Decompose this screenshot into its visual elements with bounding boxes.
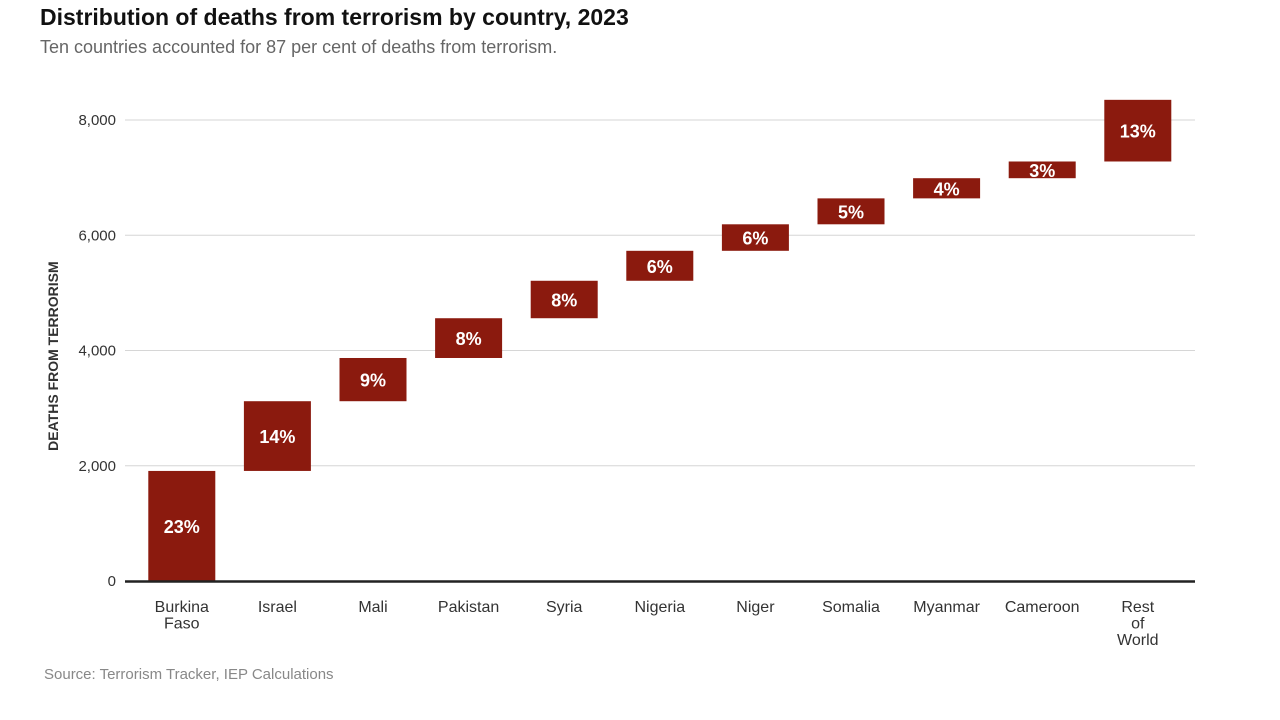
bar bbox=[913, 178, 981, 199]
bar bbox=[243, 401, 311, 471]
x-category-label: Burkina Faso bbox=[155, 599, 209, 633]
bar-value-label: 8% bbox=[456, 329, 482, 349]
bar bbox=[1008, 161, 1076, 179]
y-axis-ticks: 0 2,000 4,000 6,000 8,000 bbox=[78, 112, 116, 590]
y-tick-label: 6,000 bbox=[78, 227, 116, 244]
bar bbox=[721, 224, 789, 251]
chart-subtitle: Ten countries accounted for 87 per cent … bbox=[40, 37, 558, 57]
x-category-label: Israel bbox=[258, 599, 297, 616]
bar bbox=[817, 198, 885, 225]
bar bbox=[530, 280, 598, 319]
x-category-label: Cameroon bbox=[1005, 599, 1080, 616]
x-category-line: Faso bbox=[164, 616, 200, 633]
chart-title: Distribution of deaths from terrorism by… bbox=[40, 4, 629, 30]
x-category-label: Somalia bbox=[822, 599, 880, 616]
bar bbox=[1104, 99, 1172, 162]
source-note: Source: Terrorism Tracker, IEP Calculati… bbox=[44, 666, 334, 683]
x-category-line: Israel bbox=[258, 599, 297, 616]
y-tick-label: 2,000 bbox=[78, 458, 116, 475]
bar bbox=[339, 357, 407, 402]
x-category-line: Mali bbox=[358, 599, 387, 616]
x-category-label: Syria bbox=[546, 599, 583, 616]
bar-value-label: 6% bbox=[742, 229, 768, 249]
bar bbox=[626, 250, 694, 281]
y-axis-label: DEATHS FROM TERRORISM bbox=[45, 261, 61, 451]
x-category-line: Nigeria bbox=[634, 599, 685, 616]
bar-value-label: 14% bbox=[259, 427, 295, 447]
x-category-line: World bbox=[1117, 632, 1159, 649]
bar-value-label: 23% bbox=[164, 517, 200, 537]
bar-value-label: 3% bbox=[1029, 161, 1055, 181]
x-category-label: Mali bbox=[358, 599, 387, 616]
bar-value-label: 5% bbox=[838, 202, 864, 222]
bar bbox=[148, 470, 216, 581]
x-category-line: Niger bbox=[736, 599, 775, 616]
x-axis-categories: Burkina Faso Israel Mali Pakistan Syria Nigeri… bbox=[155, 599, 1159, 649]
x-category-label: Niger bbox=[736, 599, 775, 616]
x-category-line: Somalia bbox=[822, 599, 880, 616]
x-category-label: Pakistan bbox=[438, 599, 499, 616]
x-category-line: Burkina bbox=[155, 599, 209, 616]
x-category-label: Myanmar bbox=[913, 599, 980, 616]
x-category-line: Cameroon bbox=[1005, 599, 1080, 616]
x-category-label: Rest of World bbox=[1117, 599, 1159, 649]
y-tick-label: 0 bbox=[108, 573, 116, 590]
x-category-line: Myanmar bbox=[913, 599, 980, 616]
bars bbox=[148, 99, 1172, 581]
y-tick-label: 8,000 bbox=[78, 112, 116, 129]
x-category-line: Pakistan bbox=[438, 599, 499, 616]
x-category-line: Syria bbox=[546, 599, 583, 616]
bar-labels: 23% 14% 9% 8% 8% 6% 6% 5% 4% 3% 13% bbox=[164, 122, 1156, 537]
x-category-label: Nigeria bbox=[634, 599, 685, 616]
bar-value-label: 6% bbox=[647, 257, 673, 277]
bar-value-label: 8% bbox=[551, 291, 577, 311]
x-category-line: of bbox=[1131, 616, 1145, 633]
bar-value-label: 13% bbox=[1120, 122, 1156, 142]
bar-value-label: 9% bbox=[360, 371, 386, 391]
y-tick-label: 4,000 bbox=[78, 343, 116, 360]
bar-value-label: 4% bbox=[934, 179, 960, 199]
bar bbox=[435, 318, 503, 358]
x-category-line: Rest bbox=[1121, 599, 1154, 616]
